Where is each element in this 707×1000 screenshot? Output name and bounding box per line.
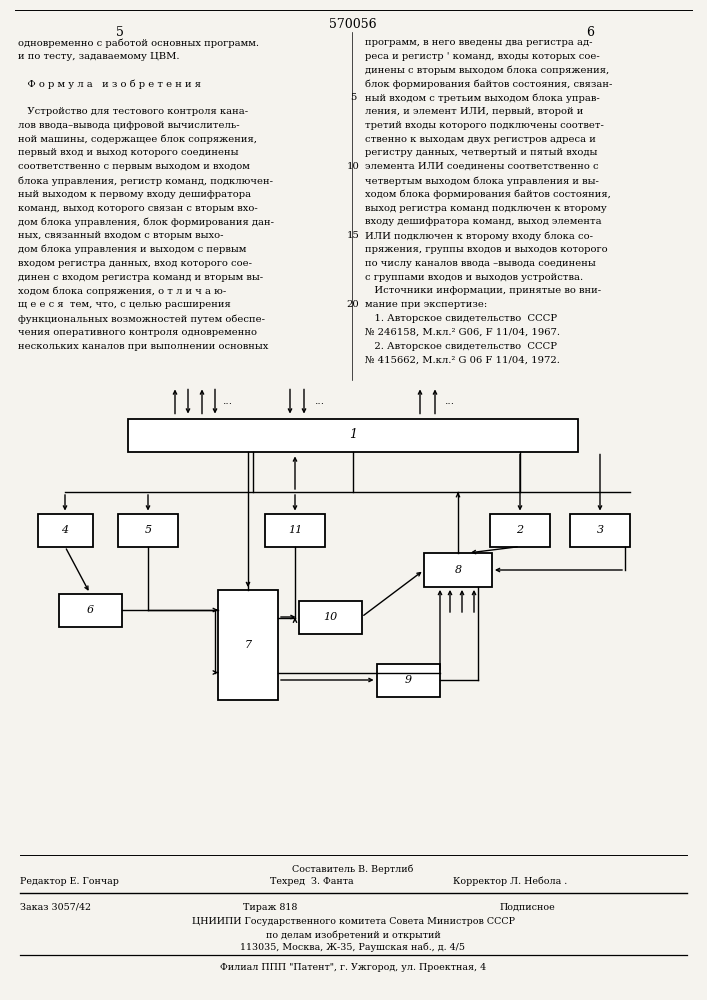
Text: одновременно с работой основных программ.: одновременно с работой основных программ… [18,38,259,47]
Text: 5: 5 [350,93,356,102]
Text: программ, в него введены два регистра ад-: программ, в него введены два регистра ад… [365,38,592,47]
Text: первый вход и выход которого соединены: первый вход и выход которого соединены [18,148,238,157]
Text: Техред  З. Фанта: Техред З. Фанта [270,877,354,886]
Text: Ф о р м у л а   и з о б р е т е н и я: Ф о р м у л а и з о б р е т е н и я [18,79,201,89]
Text: ственно к выходам двух регистров адреса и: ственно к выходам двух регистров адреса … [365,135,596,144]
Text: по числу каналов ввода –вывода соединены: по числу каналов ввода –вывода соединены [365,259,596,268]
Text: команд, выход которого связан с вторым вхо-: команд, выход которого связан с вторым в… [18,204,258,213]
Text: Филиал ППП "Патент", г. Ужгород, ул. Проектная, 4: Филиал ППП "Патент", г. Ужгород, ул. Про… [220,963,486,972]
Text: 1. Авторское свидетельство  СССР: 1. Авторское свидетельство СССР [365,314,557,323]
Text: элемента ИЛИ соединены соответственно с: элемента ИЛИ соединены соответственно с [365,162,599,171]
Bar [59,593,122,626]
Text: 7: 7 [245,640,252,650]
Text: входу дешифратора команд, выход элемента: входу дешифратора команд, выход элемента [365,217,602,226]
Text: 9: 9 [404,675,411,685]
Text: реса и регистр ' команд, входы которых сое-: реса и регистр ' команд, входы которых с… [365,52,600,61]
Text: чения оперативного контроля одновременно: чения оперативного контроля одновременно [18,328,257,337]
Text: Корректор Л. Небола .: Корректор Л. Небола . [453,877,567,886]
Text: 3: 3 [597,525,604,535]
Text: с группами входов и выходов устройства.: с группами входов и выходов устройства. [365,273,583,282]
Bar [298,600,361,634]
Bar [490,514,550,546]
Text: ...: ... [445,395,455,406]
Text: третий входы которого подключены соответ-: третий входы которого подключены соответ… [365,121,604,130]
Text: 5: 5 [144,525,151,535]
Text: Составитель В. Вертлиб: Составитель В. Вертлиб [292,865,414,874]
Text: ных, связанный входом с вторым выхо-: ных, связанный входом с вторым выхо- [18,231,223,240]
Text: 1: 1 [349,428,357,442]
Text: 11: 11 [288,525,302,535]
Text: щ е е с я  тем, что, с целью расширения: щ е е с я тем, что, с целью расширения [18,300,230,309]
Text: нескольких каналов при выполнении основных: нескольких каналов при выполнении основн… [18,342,269,351]
Text: Тираж 818: Тираж 818 [243,903,297,912]
Text: динены с вторым выходом блока сопряжения,: динены с вторым выходом блока сопряжения… [365,66,609,75]
Bar [118,514,178,546]
Text: дом блока управления и выходом с первым: дом блока управления и выходом с первым [18,245,246,254]
Text: 2. Авторское свидетельство  СССР: 2. Авторское свидетельство СССР [365,342,557,351]
Text: ный выходом к первому входу дешифратора: ный выходом к первому входу дешифратора [18,190,251,199]
Text: Источники информации, принятые во вни-: Источники информации, принятые во вни- [365,286,601,295]
Text: динен с входом регистра команд и вторым вы-: динен с входом регистра команд и вторым … [18,273,263,282]
Text: ИЛИ подключен к второму входу блока со-: ИЛИ подключен к второму входу блока со- [365,231,593,241]
Text: 6: 6 [586,26,594,39]
Text: 570056: 570056 [329,18,377,31]
Bar [128,418,578,452]
Bar [265,514,325,546]
Text: 10: 10 [346,162,359,171]
Text: входом регистра данных, вход которого сое-: входом регистра данных, вход которого со… [18,259,252,268]
Text: Устройство для тестового контроля кана-: Устройство для тестового контроля кана- [18,107,248,116]
Text: 4: 4 [62,525,69,535]
Text: № 246158, М.кл.² G06, F 11/04, 1967.: № 246158, М.кл.² G06, F 11/04, 1967. [365,328,560,337]
Text: функциональных возможностей путем обеспе-: функциональных возможностей путем обеспе… [18,314,265,324]
Text: блока управления, регистр команд, подключен-: блока управления, регистр команд, подклю… [18,176,273,186]
Text: лов ввода–вывода цифровой вычислитель-: лов ввода–вывода цифровой вычислитель- [18,121,240,130]
Text: соответственно с первым выходом и входом: соответственно с первым выходом и входом [18,162,250,171]
Bar [37,514,93,546]
Bar [377,664,440,696]
Text: 5: 5 [116,26,124,39]
Bar [570,514,630,546]
Text: ходом блока формирования байтов состояния,: ходом блока формирования байтов состояни… [365,190,611,199]
Text: ЦНИИПИ Государственного комитета Совета Министров СССР: ЦНИИПИ Государственного комитета Совета … [192,917,515,926]
Text: 8: 8 [455,565,462,575]
Text: ...: ... [223,395,233,406]
Bar [218,590,278,700]
Text: пряжения, группы входов и выходов которого: пряжения, группы входов и выходов которо… [365,245,607,254]
Text: Заказ 3057/42: Заказ 3057/42 [20,903,91,912]
Text: выход регистра команд подключен к второму: выход регистра команд подключен к втором… [365,204,607,213]
Text: ходом блока сопряжения, о т л и ч а ю-: ходом блока сопряжения, о т л и ч а ю- [18,286,226,296]
Text: ной машины, содержащее блок сопряжения,: ной машины, содержащее блок сопряжения, [18,135,257,144]
Text: Редактор Е. Гончар: Редактор Е. Гончар [20,877,119,886]
Text: и по тесту, задаваемому ЦВМ.: и по тесту, задаваемому ЦВМ. [18,52,180,61]
Text: по делам изобретений и открытий: по делам изобретений и открытий [266,930,440,940]
Text: 15: 15 [346,231,359,240]
Text: ный входом с третьим выходом блока управ-: ный входом с третьим выходом блока управ… [365,93,600,103]
Text: блок формирования байтов состояния, связан-: блок формирования байтов состояния, связ… [365,79,612,89]
Text: мание при экспертизе:: мание при экспертизе: [365,300,487,309]
Bar [424,553,492,587]
Text: четвертым выходом блока управления и вы-: четвертым выходом блока управления и вы- [365,176,599,186]
Text: 10: 10 [323,612,337,622]
Text: 6: 6 [86,605,93,615]
Text: 2: 2 [516,525,524,535]
Text: 113035, Москва, Ж-35, Раушская наб., д. 4/5: 113035, Москва, Ж-35, Раушская наб., д. … [240,943,465,952]
Text: регистру данных, четвертый и пятый входы: регистру данных, четвертый и пятый входы [365,148,597,157]
Text: ...: ... [315,395,325,406]
Text: дом блока управления, блок формирования дан-: дом блока управления, блок формирования … [18,217,274,227]
Text: Подписное: Подписное [500,903,556,912]
Text: ления, и элемент ИЛИ, первый, второй и: ления, и элемент ИЛИ, первый, второй и [365,107,583,116]
Text: № 415662, М.кл.² G 06 F 11/04, 1972.: № 415662, М.кл.² G 06 F 11/04, 1972. [365,355,560,364]
Text: 20: 20 [346,300,359,309]
